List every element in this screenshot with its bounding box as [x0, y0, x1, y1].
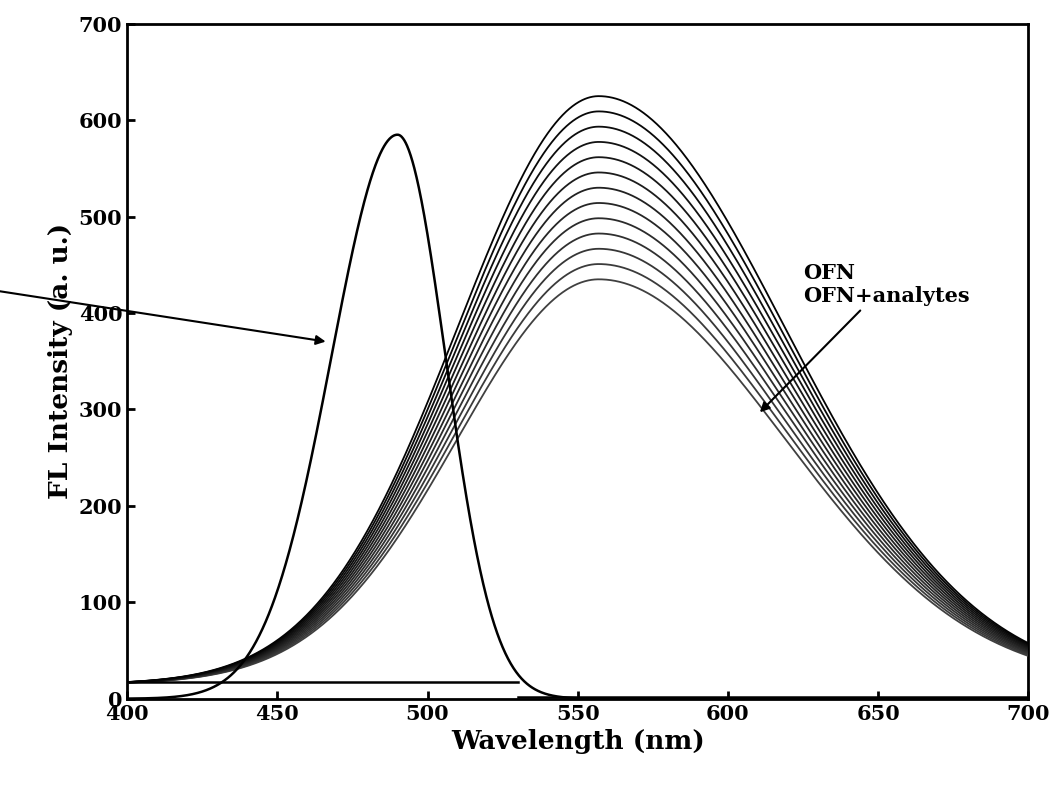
Text: OFN
OFN+analytes: OFN OFN+analytes [761, 263, 970, 410]
X-axis label: Wavelength (nm): Wavelength (nm) [450, 729, 705, 754]
Text: OFN+ClO$^-$: OFN+ClO$^-$ [0, 196, 323, 344]
Y-axis label: FL Intensity (a. u.): FL Intensity (a. u.) [48, 223, 73, 499]
